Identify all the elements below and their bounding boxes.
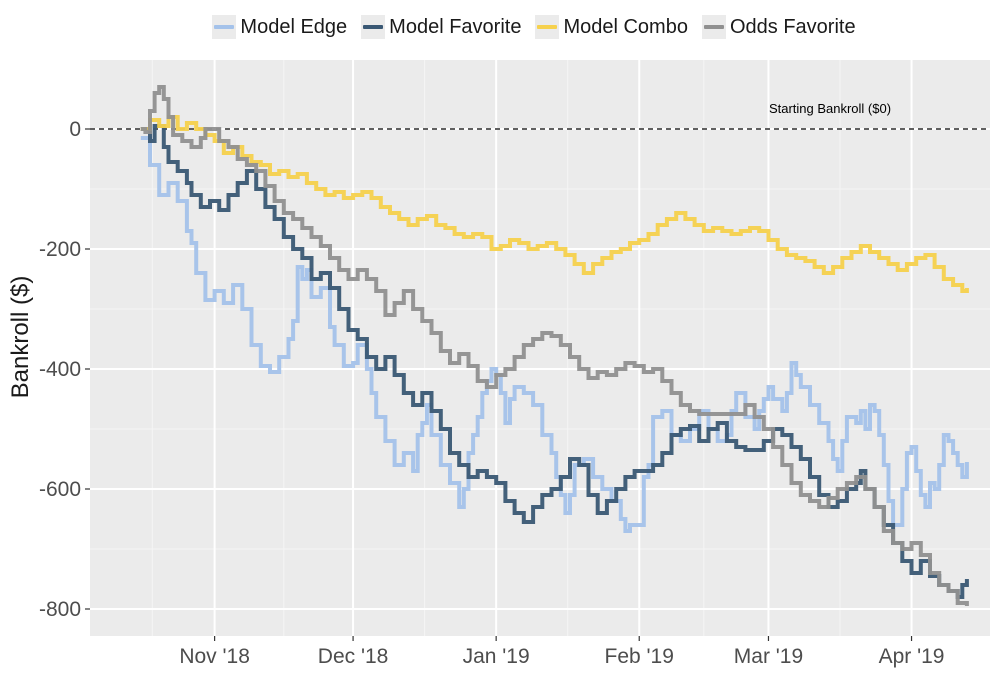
series-line-model-favorite (140, 124, 969, 599)
legend-swatch (361, 15, 386, 39)
legend-swatch (212, 15, 237, 39)
series-line-model-edge (140, 136, 969, 533)
x-tick-label: Apr '19 (879, 645, 945, 668)
legend-item-odds-favorite: Odds Favorite (701, 15, 856, 39)
legend-label: Odds Favorite (729, 15, 856, 38)
y-tick-label: -200 (39, 238, 81, 261)
reference-line-label: Starting Bankroll ($0) (769, 101, 891, 116)
x-axis: Nov '18 Dec '18 Jan '19 Feb '19 Mar '19 Apr '… (179, 636, 944, 668)
y-tick-label: 0 (69, 118, 81, 141)
x-tick-label: Dec '18 (318, 645, 389, 668)
legend-item-model-favorite: Model Favorite (361, 15, 521, 39)
y-axis: 0 -200 -400 -600 -800 (39, 118, 90, 621)
y-tick-label: -800 (39, 598, 81, 621)
legend-label: Model Combo (563, 15, 688, 38)
series-lines (140, 85, 969, 606)
y-tick-label: -400 (39, 358, 81, 381)
y-axis-label: Bankroll ($) (7, 276, 34, 399)
y-tick-label: -600 (39, 478, 81, 501)
legend-item-model-edge: Model Edge (212, 15, 347, 39)
legend-label: Model Edge (240, 15, 348, 38)
legend-swatch (535, 15, 560, 39)
x-tick-label: Jan '19 (463, 645, 530, 668)
x-tick-label: Nov '18 (179, 645, 250, 668)
legend-item-model-combo: Model Combo (535, 15, 688, 39)
x-tick-label: Mar '19 (734, 645, 803, 668)
legend-swatch (701, 15, 726, 39)
legend: Model Edge Model Favorite Model Combo Od… (0, 12, 1000, 42)
x-tick-label: Feb '19 (605, 645, 674, 668)
legend-label: Model Favorite (389, 15, 522, 38)
series-line-odds-favorite (140, 85, 969, 606)
series-line-model-combo (140, 115, 969, 293)
reference-line: Starting Bankroll ($0) (90, 101, 990, 130)
